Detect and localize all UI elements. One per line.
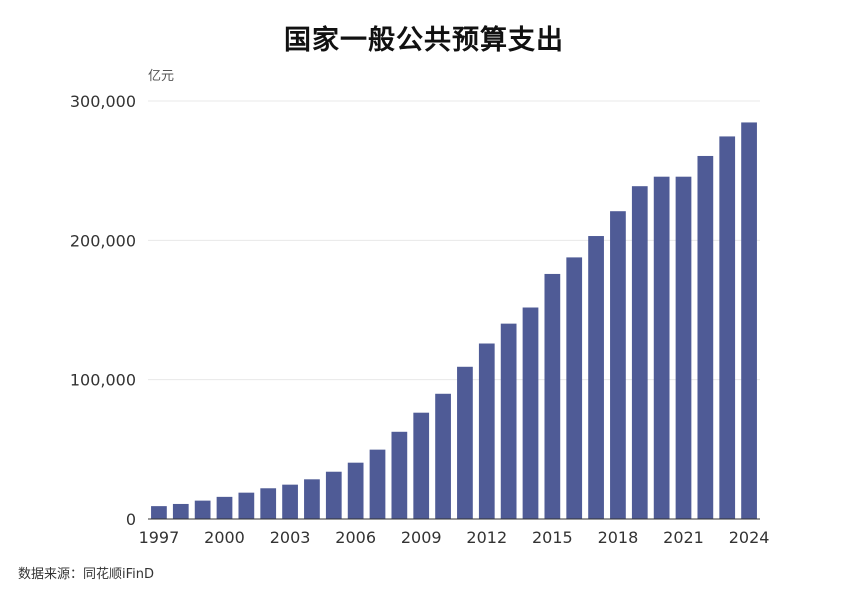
x-axis-ticks: 1997 2000 2003 2006 2009 2012 2015 2018 2021 2024: [139, 528, 770, 547]
bar-2002: [260, 488, 277, 519]
x-tick-label: 2018: [598, 528, 639, 547]
bar-2013: [500, 323, 517, 519]
bars-group: [151, 122, 757, 520]
x-tick-label: 1997: [139, 528, 180, 547]
bar-2009: [413, 412, 430, 519]
y-tick-label: 0: [126, 510, 136, 529]
bar-2016: [566, 257, 583, 519]
bar-1997: [151, 506, 167, 519]
y-tick-label: 200,000: [70, 231, 136, 250]
bar-2000: [216, 496, 233, 519]
x-tick-label: 2000: [204, 528, 245, 547]
bar-1998: [172, 503, 189, 519]
bar-2007: [369, 449, 386, 519]
bar-2022: [697, 155, 714, 519]
x-tick-label: 2021: [663, 528, 704, 547]
bar-2015: [544, 273, 561, 519]
data-source-note: 数据来源：同花顺iFinD: [18, 567, 155, 582]
x-tick-label: 2012: [466, 528, 507, 547]
bar-2017: [588, 236, 604, 519]
bar-2001: [238, 492, 255, 519]
bar-2011: [457, 366, 473, 519]
y-axis-unit-label: 亿元: [148, 69, 174, 84]
bar-2012: [478, 343, 495, 519]
x-tick-label: 2009: [401, 528, 442, 547]
bar-2010: [435, 393, 451, 519]
bar-2018: [610, 211, 626, 519]
bar-2024: [741, 122, 757, 519]
bar-2023: [719, 136, 736, 520]
y-axis-ticks: 0 100,000 200,000 300,000: [70, 92, 136, 529]
y-tick-label: 100,000: [70, 371, 136, 390]
bar-2006: [347, 462, 364, 519]
bar-2003: [282, 484, 298, 519]
x-tick-label: 2024: [729, 528, 770, 547]
x-tick-label: 2015: [532, 528, 573, 547]
x-tick-label: 2006: [335, 528, 376, 547]
bar-2021: [675, 176, 692, 519]
bar-2005: [325, 471, 342, 519]
bar-2008: [391, 431, 408, 519]
y-tick-label: 300,000: [70, 92, 136, 111]
bar-2004: [304, 479, 320, 519]
bar-2020: [653, 176, 670, 519]
bar-1999: [194, 500, 211, 519]
bar-2014: [522, 307, 539, 519]
bar-2019: [631, 186, 648, 519]
chart-title: 国家一般公共预算支出: [284, 25, 564, 56]
x-tick-label: 2003: [270, 528, 311, 547]
